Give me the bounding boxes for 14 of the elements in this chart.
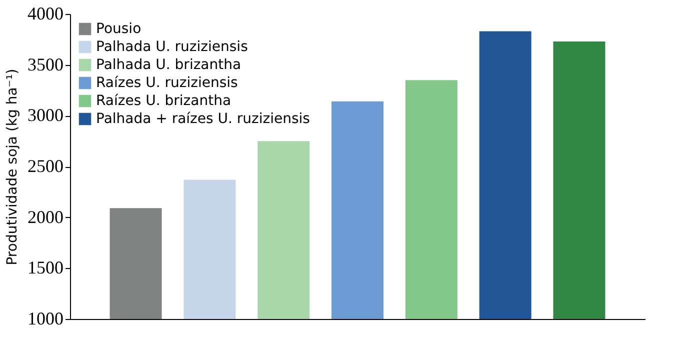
legend-label: Raízes U. ruziziensis: [96, 75, 238, 91]
y-axis-title: Produtividade soja (kg ha⁻¹): [4, 68, 20, 266]
y-tick-label: 1500: [28, 258, 64, 278]
y-tick-label: 1000: [28, 308, 64, 328]
legend-label: Palhada + raízes U. ruziziensis: [96, 111, 310, 127]
legend-label: Palhada U. brizantha: [96, 57, 242, 73]
legend-label: Palhada U. ruziziensis: [96, 39, 248, 55]
y-tick-label: 2500: [28, 156, 64, 176]
legend-label: Pousio: [96, 21, 142, 37]
y-tick-label: 3500: [28, 54, 64, 74]
y-tick-label: 4000: [28, 4, 64, 24]
legend-label: Raízes U. brizantha: [96, 93, 232, 109]
y-tick-label: 2000: [28, 206, 64, 227]
y-tick-label: 3000: [28, 105, 64, 126]
